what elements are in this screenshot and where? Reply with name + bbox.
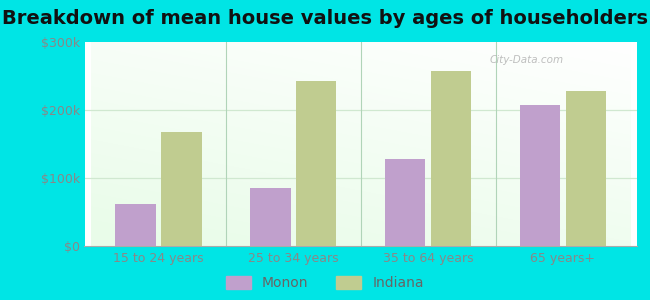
Text: Breakdown of mean house values by ages of householders: Breakdown of mean house values by ages o… — [2, 9, 648, 28]
Bar — [566, 91, 606, 246]
Bar — [520, 105, 560, 246]
Bar — [161, 132, 202, 246]
Bar — [116, 204, 156, 246]
Bar — [296, 81, 337, 246]
Text: City-Data.com: City-Data.com — [489, 56, 564, 65]
Bar — [250, 188, 291, 246]
Bar — [431, 70, 471, 246]
Bar — [385, 159, 426, 246]
Legend: Monon, Indiana: Monon, Indiana — [226, 276, 424, 290]
